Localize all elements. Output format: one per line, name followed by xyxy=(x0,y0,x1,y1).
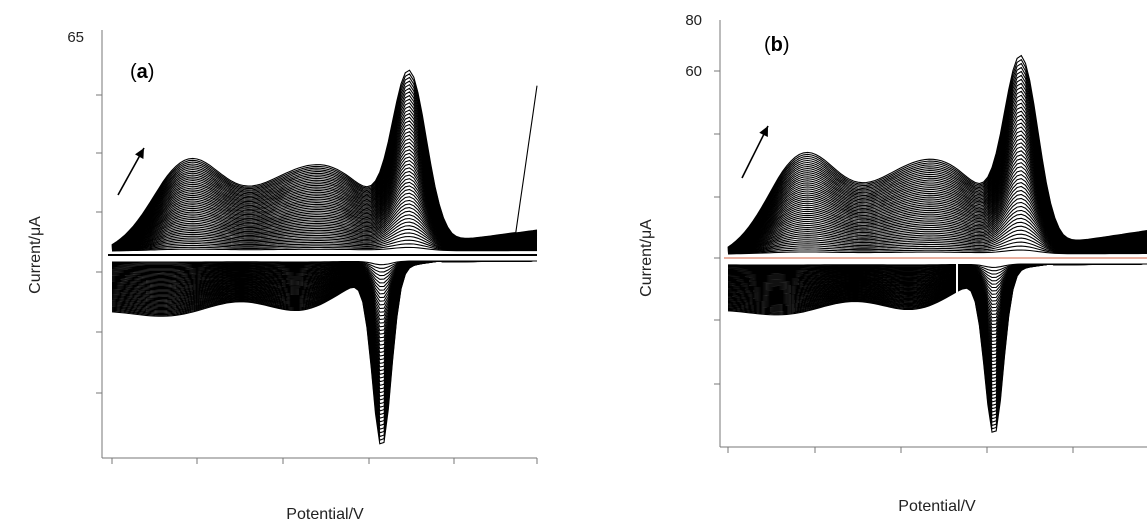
chart-panel-b: 80 60 (b) Current/μA Potential/V xyxy=(638,12,1147,515)
cathodic-sweep-cycle-50 xyxy=(727,263,1147,433)
y-axis-title: Current/μA xyxy=(638,219,655,297)
y-axis-title: Current/μA xyxy=(27,216,44,294)
arrow-head xyxy=(759,126,768,137)
x-axis-title: Potential/V xyxy=(286,506,364,523)
y-tick-label: 60 xyxy=(685,63,702,80)
arrow-head xyxy=(135,148,144,159)
cathodic-sweep-cycle-50 xyxy=(111,260,537,445)
cv-curves xyxy=(111,69,538,445)
y-tick-label: 80 xyxy=(685,12,702,29)
panel-label: (b) xyxy=(764,34,790,56)
chart-panel-a: 65 (a) Current/μA Potential/V xyxy=(27,29,538,523)
cv-curves xyxy=(727,54,1147,433)
panel-label: (a) xyxy=(130,61,154,83)
x-axis-title: Potential/V xyxy=(898,498,976,515)
y-tick-label: 65 xyxy=(67,29,84,46)
anodic-sweep-cycle-50 xyxy=(727,54,1147,248)
anodic-sweep-cycle-50 xyxy=(111,69,538,246)
